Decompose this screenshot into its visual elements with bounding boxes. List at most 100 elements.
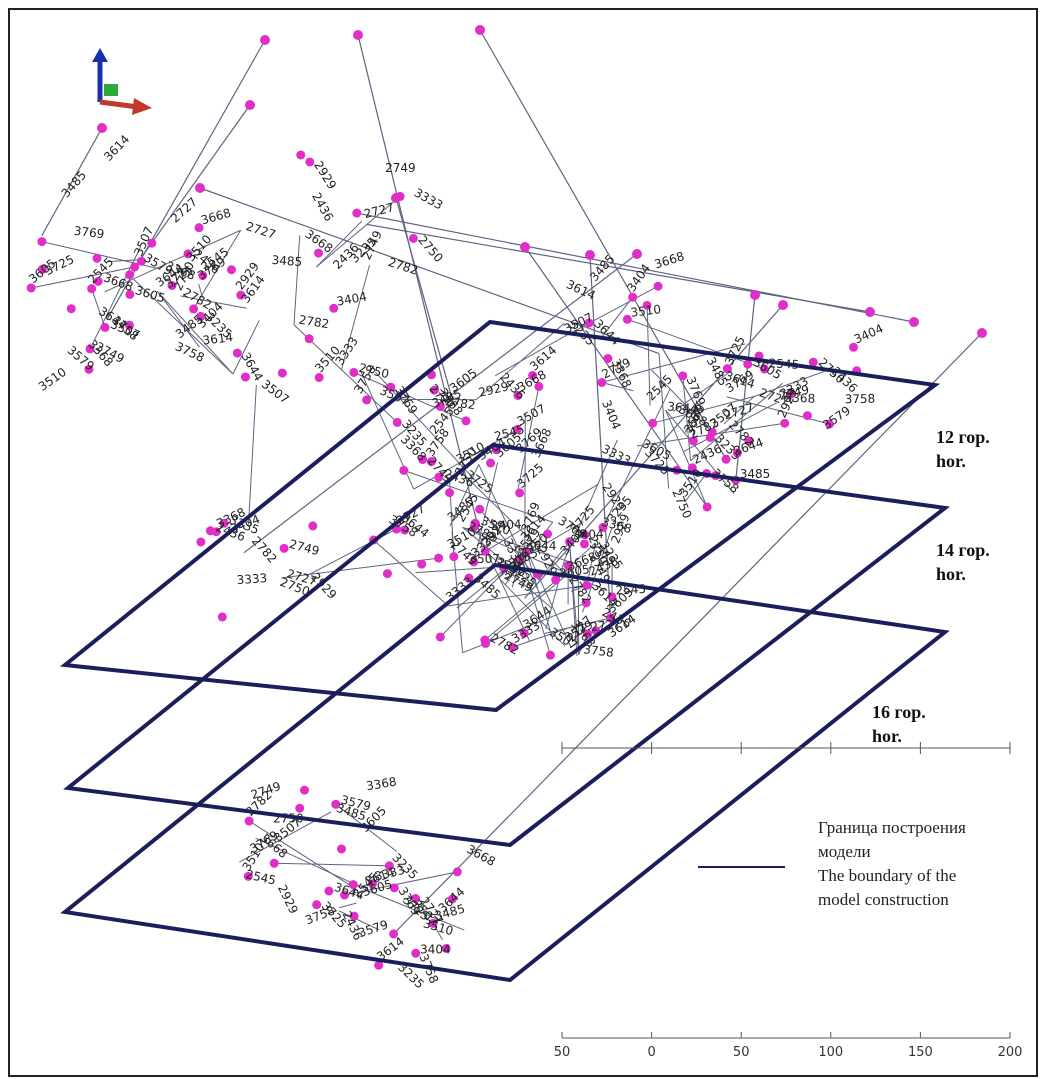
sample-node (565, 537, 575, 547)
sample-node (603, 353, 613, 363)
drillhole-segment (248, 820, 351, 887)
sample-node (382, 569, 392, 579)
point-label-clutter: 3368 (365, 775, 397, 794)
sample-node (622, 314, 632, 324)
point-label-clutter: 3614 (202, 330, 234, 348)
sample-node (308, 521, 318, 531)
drillhole-segment (338, 902, 357, 909)
point-label-clutter: 3644 (591, 317, 622, 348)
point-label-clutter: 2782 (298, 313, 330, 332)
point-label-clutter: 3644 (526, 538, 557, 553)
sample-node (580, 530, 590, 540)
sample-node (194, 223, 204, 233)
sample-node (244, 816, 254, 826)
sample-node (563, 560, 573, 570)
drillhole-segment (274, 862, 390, 867)
sample-node (331, 799, 341, 809)
sample-node (277, 368, 287, 378)
sample-node (441, 943, 451, 953)
drillhole-line (524, 246, 708, 508)
drillhole-collar (865, 307, 875, 317)
sample-node (514, 555, 524, 565)
sample-node (780, 418, 790, 428)
drillhole-collar (260, 35, 270, 45)
sample-node (340, 890, 350, 900)
legend: Граница построения модели The boundary o… (818, 816, 1036, 912)
drillhole-segment (293, 235, 301, 325)
sample-node (217, 612, 227, 622)
point-label-clutter: 3614 (101, 132, 132, 164)
drillhole-segment (473, 462, 499, 562)
drillhole-segment (726, 396, 830, 425)
level-label-16-en: hor. (872, 726, 902, 746)
sample-node (136, 256, 146, 266)
sample-node (434, 553, 444, 563)
sample-node (349, 911, 359, 921)
drillhole-segment (373, 539, 449, 607)
drillhole-segment (512, 625, 577, 648)
point-label-clutter: 3668 (653, 249, 686, 271)
drillhole-segment (344, 871, 458, 896)
drillhole-line (357, 34, 482, 541)
sample-node (352, 208, 362, 218)
sample-node (582, 580, 592, 590)
point-label-clutter: 3485 (59, 168, 90, 200)
point-label-clutter: 2929 (275, 883, 301, 917)
sample-node (435, 632, 445, 642)
sample-node (196, 537, 206, 547)
point-label-clutter: 2749 (778, 382, 811, 403)
point-label-clutter: 3758 (583, 642, 615, 660)
drillhole-segment (563, 285, 659, 338)
drillhole-segment (480, 540, 531, 642)
sample-node (481, 638, 491, 648)
point-label-clutter: 3758 (173, 339, 207, 365)
legend-text-ru-1: Граница построения (818, 818, 966, 837)
legend-text-en-2: model construction (818, 890, 949, 909)
drillhole-segment (462, 526, 579, 566)
drillhole-segment (522, 561, 551, 656)
sample-node (84, 364, 94, 374)
scale-tick-label: 100 (818, 1045, 843, 1060)
sample-node (295, 803, 305, 813)
point-label-clutter: 2749 (288, 537, 321, 558)
drillhole-segment (91, 288, 106, 328)
point-label-clutter: 3404 (420, 942, 451, 956)
sample-node (304, 334, 314, 344)
point-label-clutter: 3507 (259, 377, 292, 407)
sample-node (205, 526, 215, 536)
sample-node (583, 629, 593, 639)
drillhole-segment (690, 382, 783, 462)
level-label-12-en: hor. (936, 451, 966, 471)
point-label-clutter: 3725 (514, 460, 546, 491)
point-label-clutter: 2782 (249, 534, 280, 566)
sample-node (429, 385, 439, 395)
drillhole-segment (449, 464, 480, 527)
drillhole-segment (448, 584, 587, 607)
sample-node (461, 416, 471, 426)
drillhole-line (393, 332, 983, 935)
point-label-clutter: 2436 (309, 190, 336, 224)
drillhole-segment (415, 567, 491, 574)
scale-tick-label: 200 (998, 1045, 1023, 1060)
sample-node (452, 867, 462, 877)
legend-boundary-swatch (698, 866, 785, 868)
sample-node (125, 270, 135, 280)
drillhole-collar (475, 25, 485, 35)
sample-node (37, 237, 47, 247)
sample-node (513, 391, 523, 401)
drillhole-segment (582, 527, 613, 613)
sample-node (349, 367, 359, 377)
sample-node (269, 858, 279, 868)
point-label-clutter: 3485 (271, 253, 302, 269)
drillhole-line (524, 304, 784, 599)
sample-node (418, 455, 428, 465)
drillhole-segment (232, 320, 260, 375)
drillhole-segment (133, 278, 234, 375)
drillhole-collar (585, 250, 595, 260)
point-label-clutter: 3404 (573, 527, 604, 543)
drillhole-segment (456, 467, 567, 575)
sample-node (125, 320, 135, 330)
point-label-clutter: 3644 (667, 399, 699, 416)
figure-frame: 2749 2782 2750 2436 2727 3404 3235 3614 3510 3507… (8, 8, 1038, 1077)
drillhole-segment (665, 409, 735, 495)
